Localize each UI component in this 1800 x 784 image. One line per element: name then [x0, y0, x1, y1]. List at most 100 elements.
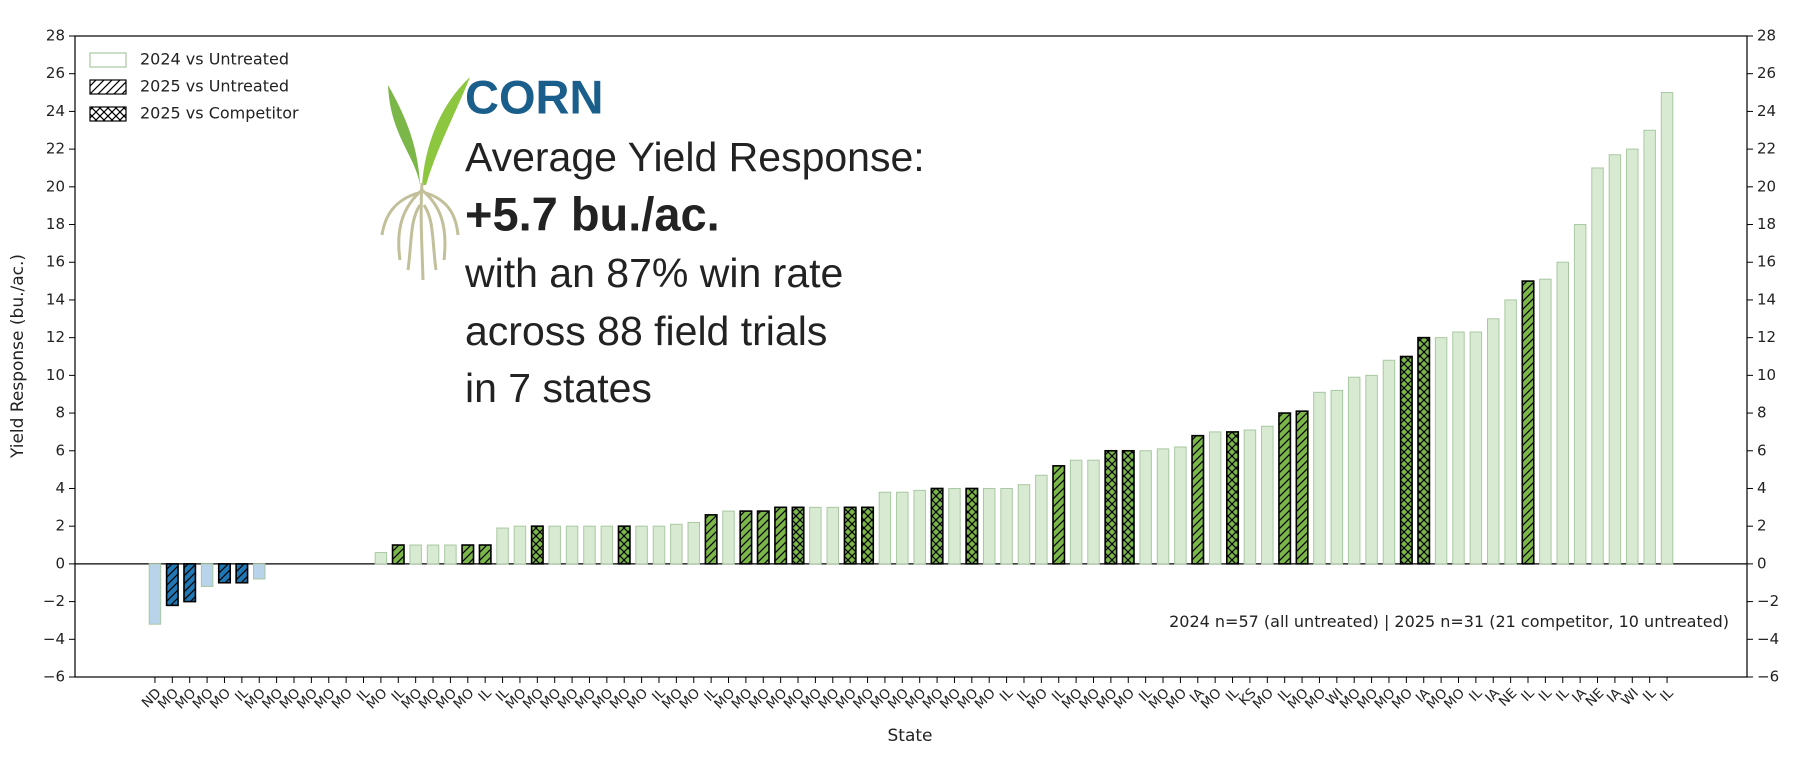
- bar: [235, 563, 249, 584]
- bar: [791, 506, 805, 565]
- bar: [600, 525, 614, 565]
- y-tick-label-right: 26: [1757, 64, 1776, 82]
- bar: [478, 544, 492, 565]
- bar: [530, 525, 544, 565]
- y-tick-label-right: −4: [1757, 630, 1779, 648]
- bar: [513, 525, 527, 565]
- y-tick-label: 2: [55, 517, 65, 535]
- y-tick-label: −2: [43, 592, 65, 610]
- y-tick-label: 4: [55, 479, 65, 497]
- bar: [652, 525, 666, 565]
- y-tick-label-right: 8: [1757, 404, 1767, 422]
- y-tick-label-right: −6: [1757, 668, 1779, 686]
- legend-label: 2025 vs Competitor: [140, 104, 299, 123]
- bar: [1399, 355, 1413, 565]
- legend-swatch: [89, 52, 127, 68]
- detail-line: in 7 states: [465, 365, 652, 411]
- y-tick-label-right: 10: [1757, 366, 1776, 384]
- y-tick-label-right: 28: [1757, 27, 1776, 45]
- bar: [1139, 450, 1152, 565]
- bar: [843, 506, 857, 565]
- bar: [496, 527, 509, 565]
- bar: [930, 487, 944, 565]
- bar: [1191, 434, 1205, 565]
- bar: [1626, 148, 1639, 565]
- bar: [1156, 448, 1170, 565]
- bar: [1504, 299, 1517, 565]
- bar: [1243, 429, 1257, 565]
- heading: CORN: [465, 70, 603, 123]
- bar: [1278, 412, 1292, 565]
- bar: [1469, 331, 1483, 565]
- y-tick-label-right: 18: [1757, 215, 1776, 233]
- bar: [635, 525, 648, 565]
- y-tick-label-right: 20: [1757, 177, 1776, 195]
- y-tick-label-right: 22: [1757, 140, 1776, 158]
- bar: [965, 487, 979, 565]
- y-tick-label-right: 4: [1757, 479, 1767, 497]
- y-tick-label-right: 12: [1757, 328, 1776, 346]
- bar: [461, 544, 475, 565]
- bar: [409, 544, 422, 565]
- bar: [1226, 431, 1240, 565]
- bar: [687, 521, 700, 565]
- y-tick-label: 16: [46, 253, 65, 271]
- plot-frame: [74, 35, 1748, 678]
- bar: [1539, 278, 1552, 565]
- bar: [426, 544, 440, 565]
- y-tick-label: 10: [46, 366, 65, 384]
- bar: [1017, 484, 1031, 565]
- headline: Average Yield Response:: [465, 134, 925, 180]
- bar: [1035, 474, 1048, 565]
- bar: [617, 525, 631, 565]
- bar: [1365, 374, 1378, 565]
- y-tick-label-right: 24: [1757, 102, 1776, 120]
- bar: [548, 525, 561, 565]
- leaf: [422, 77, 470, 185]
- y-tick-label: 8: [55, 404, 65, 422]
- y-tick-label: 14: [46, 290, 65, 308]
- y-tick-label: 24: [46, 102, 65, 120]
- y-tick-label-right: 14: [1757, 290, 1776, 308]
- y-tick-label-right: 16: [1757, 253, 1776, 271]
- bar: [1121, 449, 1135, 565]
- roots: [380, 182, 460, 281]
- legend: 2024 vs Untreated 2025 vs Untreated 2025 v…: [89, 50, 299, 123]
- bar: [252, 563, 266, 580]
- bar: [391, 544, 405, 565]
- bar: [670, 523, 683, 565]
- bar: [896, 491, 909, 565]
- bar: [1487, 318, 1500, 565]
- bar: [739, 510, 753, 565]
- bar: [1347, 376, 1361, 565]
- bar: [982, 487, 996, 565]
- bar: [1382, 359, 1396, 565]
- bar: [1556, 261, 1570, 565]
- legend-label: 2024 vs Untreated: [140, 50, 289, 69]
- legend-swatch: [89, 79, 127, 95]
- bar: [861, 506, 875, 565]
- bar: [444, 544, 457, 565]
- bar: [1261, 425, 1274, 565]
- bar: [1000, 487, 1013, 565]
- bar: [1573, 224, 1587, 565]
- y-tick-label: −4: [43, 630, 65, 648]
- bar: [809, 506, 822, 565]
- bar: [1295, 410, 1309, 565]
- y-tick-label-right: 0: [1757, 554, 1767, 572]
- y-tick-label: −6: [43, 668, 65, 686]
- bar: [1104, 449, 1118, 565]
- bar: [1313, 391, 1326, 565]
- bar: [1052, 465, 1066, 565]
- bar: [826, 506, 840, 565]
- bar: [704, 514, 718, 565]
- leaf: [388, 85, 420, 185]
- bar: [1417, 336, 1431, 565]
- bar: [1330, 389, 1344, 565]
- bar: [1069, 459, 1083, 565]
- bar: [1521, 280, 1535, 565]
- y-tick-label-right: −2: [1757, 592, 1779, 610]
- highlight: +5.7 bu./ac.: [465, 187, 720, 240]
